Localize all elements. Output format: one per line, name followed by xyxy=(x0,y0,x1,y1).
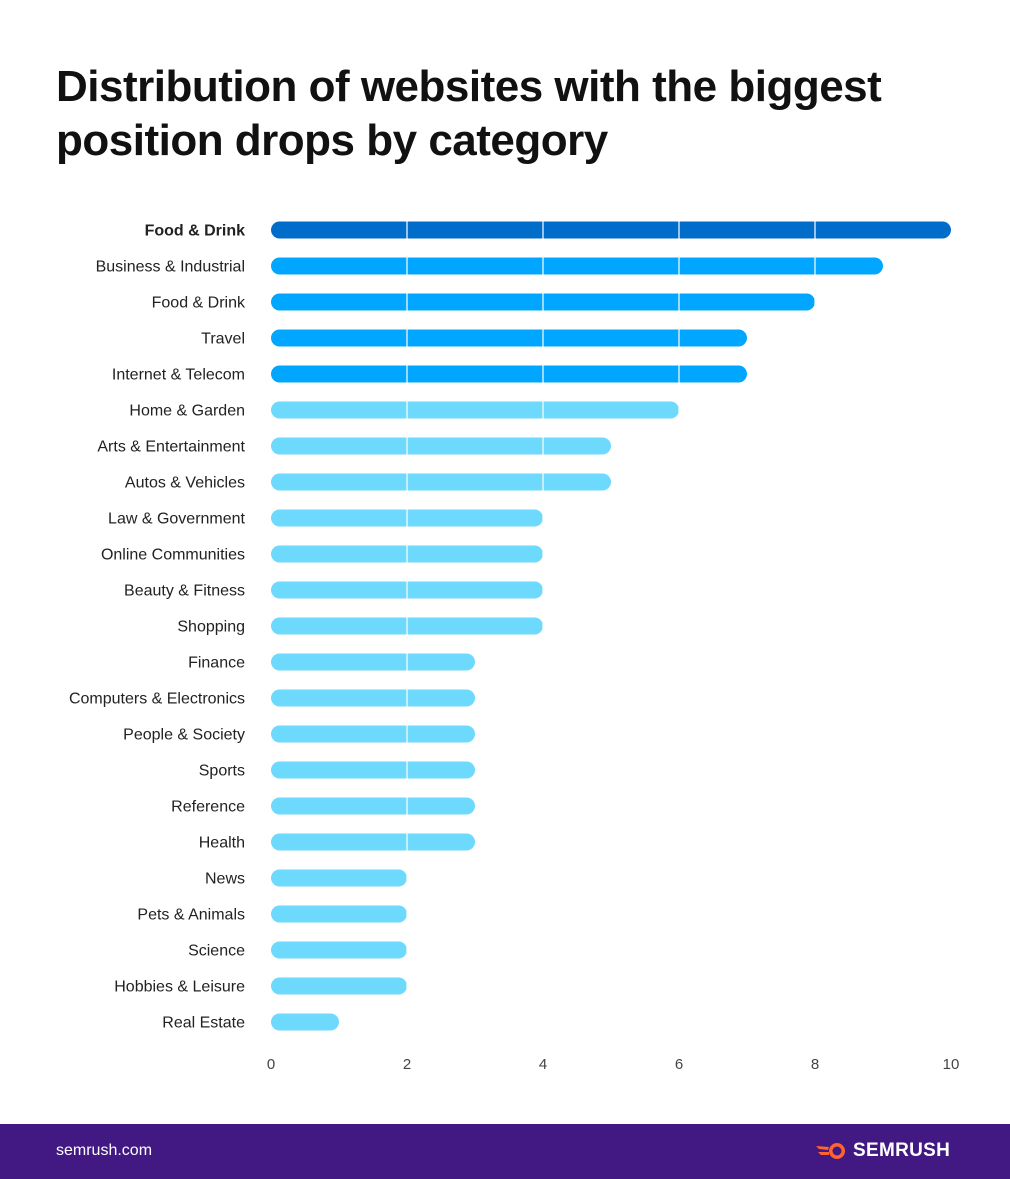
category-label: Reference xyxy=(171,799,245,816)
bar xyxy=(271,473,611,491)
category-label: Hobbies & Leisure xyxy=(114,979,245,996)
category-label: Online Communities xyxy=(101,547,245,564)
bar xyxy=(271,365,747,383)
category-label: News xyxy=(205,871,245,888)
bar xyxy=(271,653,475,671)
x-tick-label: 6 xyxy=(675,1056,683,1073)
footer: semrush.com SEMRUSH xyxy=(0,1124,1010,1179)
bar xyxy=(271,1013,339,1031)
category-label: Computers & Electronics xyxy=(69,691,245,708)
category-label: Pets & Animals xyxy=(137,907,245,924)
x-tick-label: 4 xyxy=(539,1056,547,1073)
bar xyxy=(271,977,407,995)
site-link[interactable]: semrush.com xyxy=(56,1142,153,1159)
x-tick-label: 2 xyxy=(403,1056,411,1073)
category-label: Science xyxy=(188,943,245,960)
bars xyxy=(271,221,951,1031)
bar xyxy=(271,797,475,815)
semrush-logo: SEMRUSH xyxy=(815,1140,950,1162)
bar xyxy=(271,725,475,743)
gridlines xyxy=(406,218,816,1034)
bar xyxy=(271,905,407,923)
x-tick-label: 0 xyxy=(267,1056,275,1073)
category-label: Health xyxy=(199,835,245,852)
bar xyxy=(271,221,951,239)
x-tick-label: 10 xyxy=(943,1056,960,1073)
category-label: Real Estate xyxy=(162,1015,245,1032)
category-label: Autos & Vehicles xyxy=(125,475,245,492)
bar xyxy=(271,833,475,851)
bar xyxy=(271,257,883,275)
bar xyxy=(271,437,611,455)
x-tick-label: 8 xyxy=(811,1056,819,1073)
category-label: Food & Drink xyxy=(145,223,246,240)
category-label: Shopping xyxy=(177,619,245,636)
category-label: People & Society xyxy=(123,727,245,744)
category-label: Food & Drink xyxy=(152,295,246,312)
category-label: Law & Government xyxy=(108,511,246,528)
bar xyxy=(271,401,679,419)
category-label: Internet & Telecom xyxy=(112,367,245,384)
category-label: Sports xyxy=(199,763,245,780)
chart-title: Distribution of websites with the bigges… xyxy=(56,62,882,165)
bar xyxy=(271,941,407,959)
bar xyxy=(271,689,475,707)
category-label: Travel xyxy=(201,331,245,348)
category-label: Business & Industrial xyxy=(96,259,245,276)
category-label: Finance xyxy=(188,655,245,672)
brand-name: SEMRUSH xyxy=(853,1140,951,1161)
semrush-logo-icon xyxy=(816,1143,845,1159)
bar xyxy=(271,329,747,347)
category-label: Arts & Entertainment xyxy=(97,439,245,456)
bar xyxy=(271,869,407,887)
bar-chart: Food & Drink Business & Industrial Food & … xyxy=(68,218,960,1073)
category-label: Home & Garden xyxy=(129,403,245,420)
category-label: Beauty & Fitness xyxy=(124,583,245,600)
bar xyxy=(271,761,475,779)
